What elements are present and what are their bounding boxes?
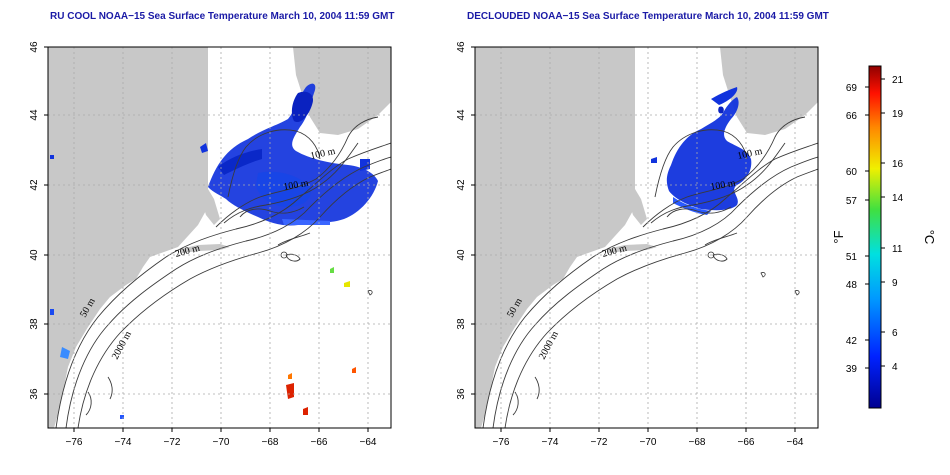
colorbar-c-label-6: 6 [892,328,898,339]
colorbar-f-label-42: 42 [846,336,858,347]
colorbar-celsius-unit: °C [922,230,937,245]
colorbar-f-label-57: 57 [846,196,858,207]
colorbar-f-label-60: 60 [846,167,858,178]
left-lat-label-46: 46 [29,41,40,53]
right-gridlines [475,47,818,428]
right-lat-label-44: 44 [456,109,467,121]
right-lon-label-66: −66 [738,437,755,448]
left-lon-label-74: −74 [115,437,132,448]
right-sst-field [651,87,752,215]
left-lon-label-68: −68 [262,437,279,448]
left-label-100m-b: 100 m [283,178,310,193]
right-lon-label-64: −64 [787,437,804,448]
right-lon-label-70: −70 [640,437,657,448]
left-label-100m-a: 100 m [309,146,336,162]
left-lat-label-38: 38 [29,318,40,330]
left-lon-label-64: −64 [360,437,377,448]
colorbar-f-label-69: 69 [846,83,858,94]
right-lon-label-72: −72 [591,437,608,448]
left-map-panel: 100 m 100 m 200 m 50 m 2000 m [47,46,392,429]
colorbar-c-label-4: 4 [892,362,898,373]
right-lon-label-68: −68 [689,437,706,448]
left-gridlines [48,47,391,428]
colorbar-f-label-48: 48 [846,280,858,291]
left-lon-label-70: −70 [213,437,230,448]
colorbar-f-label-66: 66 [846,111,858,122]
left-warm-patches [120,267,356,419]
right-lon-label-76: −76 [493,437,510,448]
right-axes: 46 44 42 40 38 36 −76 −74 −72 −70 −68 −6… [456,41,804,448]
colorbar-f-label-39: 39 [846,364,858,375]
colorbar-c-label-21: 21 [892,75,904,86]
colorbar-c-label-9: 9 [892,278,898,289]
colorbar-c-label-19: 19 [892,109,904,120]
colorbar-fahrenheit-unit: °F [831,230,846,243]
right-lon-label-74: −74 [542,437,559,448]
right-lat-label-36: 36 [456,388,467,400]
colorbar-f-label-51: 51 [846,252,858,263]
left-lat-label-44: 44 [29,109,40,121]
left-lon-label-76: −76 [66,437,83,448]
colorbar-c-label-16: 16 [892,159,904,170]
right-panel-title: DECLOUDED NOAA−15 Sea Surface Temperatur… [467,11,829,22]
right-lat-label-40: 40 [456,249,467,261]
colorbar-c-label-11: 11 [892,244,903,255]
right-lat-label-42: 42 [456,179,467,191]
right-map-panel: 100 m 100 m 200 m 50 m 2000 m [474,46,819,429]
left-axes: 46 44 42 40 38 36 −76 −74 −72 −70 −68 −6… [29,41,377,448]
left-lon-label-72: −72 [164,437,181,448]
colorbar: 69 66 60 57 51 48 42 39 21 19 16 14 11 9… [831,65,937,409]
left-lat-label-40: 40 [29,249,40,261]
right-lat-label-46: 46 [456,41,467,53]
right-lat-label-38: 38 [456,318,467,330]
right-label-100m-b: 100 m [710,178,737,193]
colorbar-c-label-14: 14 [892,193,904,204]
left-lat-label-42: 42 [29,179,40,191]
right-label-100m-a: 100 m [736,146,763,162]
left-lon-label-66: −66 [311,437,328,448]
left-panel-title: RU COOL NOAA−15 Sea Surface Temperature … [50,11,395,22]
left-lat-label-36: 36 [29,388,40,400]
left-sst-field [50,83,378,359]
colorbar-gradient [868,65,882,409]
